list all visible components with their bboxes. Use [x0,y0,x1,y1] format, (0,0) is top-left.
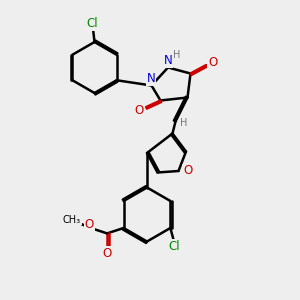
Text: N: N [146,72,155,86]
Text: O: O [208,56,217,69]
Text: O: O [135,104,144,117]
Text: H: H [180,118,188,128]
Text: O: O [85,218,94,232]
Text: O: O [103,247,112,260]
Text: H: H [173,50,180,60]
Text: Cl: Cl [87,17,98,30]
Text: N: N [164,54,172,68]
Text: Cl: Cl [169,240,180,254]
Text: O: O [183,164,192,178]
Text: CH₃: CH₃ [63,214,81,225]
